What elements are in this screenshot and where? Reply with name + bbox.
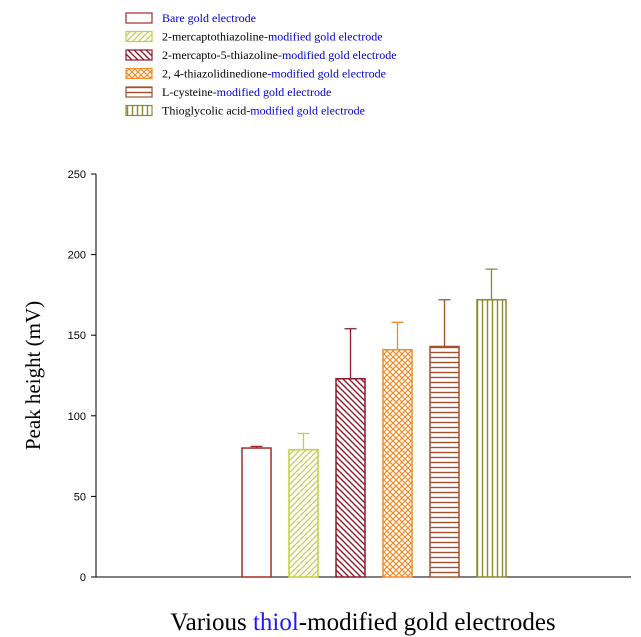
legend: Bare gold electrode 2-mercaptothiazoline-… xyxy=(125,11,397,118)
legend-swatch xyxy=(125,49,153,61)
y-tick-label: 50 xyxy=(74,491,86,503)
legend-label: L-cysteine-modified gold electrode xyxy=(162,85,331,99)
legend-swatch xyxy=(125,30,153,43)
legend-swatch xyxy=(125,104,153,117)
bar xyxy=(382,348,413,578)
y-axis-label: Peak height (mV) xyxy=(21,301,45,450)
error-bar xyxy=(297,432,310,450)
bar xyxy=(476,298,507,578)
y-tick-label: 150 xyxy=(68,330,86,342)
legend-label: 2-mercaptothiazoline-modified gold elect… xyxy=(162,30,383,44)
error-bar xyxy=(485,268,498,300)
bar xyxy=(335,377,366,578)
legend-label: 2, 4-thiazolidinedione-modified gold ele… xyxy=(162,67,386,81)
legend-swatch xyxy=(125,12,153,24)
error-bar xyxy=(438,299,451,347)
legend-label: Bare gold electrode xyxy=(162,11,256,25)
bar xyxy=(241,447,272,578)
bar xyxy=(429,345,460,578)
plot-area: 0 50 100 150 200 250 xyxy=(68,169,631,584)
bar xyxy=(288,448,319,578)
legend-swatch xyxy=(125,67,153,80)
y-tick-label: 100 xyxy=(68,411,86,423)
error-bar xyxy=(391,321,404,350)
y-tick-label: 0 xyxy=(80,572,86,584)
x-axis-label: Various thiol-modified gold electrodes xyxy=(170,609,555,636)
y-tick-label: 250 xyxy=(68,169,86,181)
error-bar xyxy=(344,328,357,379)
legend-label: Thioglycolic acid-modified gold electrod… xyxy=(162,104,365,118)
y-tick-label: 200 xyxy=(68,250,86,262)
legend-swatch xyxy=(125,86,153,98)
error-bar xyxy=(250,445,263,449)
legend-label: 2-mercapto-5-thiazoline-modified gold el… xyxy=(162,48,397,62)
